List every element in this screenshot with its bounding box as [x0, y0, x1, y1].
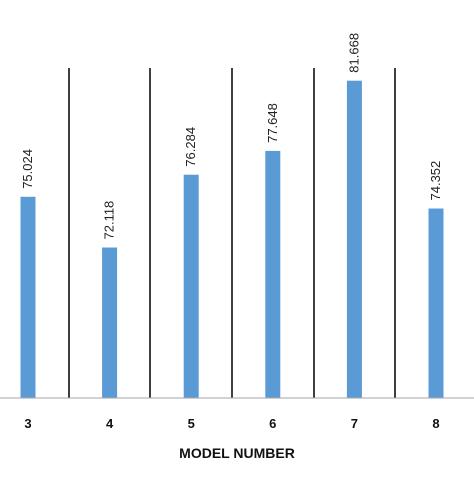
- data-label-model-3: 75.024: [20, 149, 35, 189]
- data-label-model-6: 77.648: [265, 103, 280, 143]
- x-tick-label-8: 8: [432, 416, 439, 431]
- data-label-model-8: 74.352: [428, 161, 443, 201]
- bar-model-3: [20, 196, 36, 398]
- bars-group: [20, 80, 444, 398]
- x-tick-label-4: 4: [106, 416, 114, 431]
- category-separators: [68, 68, 396, 398]
- data-label-model-4: 72.118: [102, 201, 117, 240]
- x-axis-title: MODEL NUMBER: [179, 445, 295, 461]
- x-tick-label-6: 6: [269, 416, 276, 431]
- data-label-model-5: 76.284: [183, 127, 198, 167]
- x-tick-label-7: 7: [351, 416, 358, 431]
- bar-model-5: [183, 174, 199, 398]
- x-tick-label-3: 3: [24, 416, 31, 431]
- data-labels-group: 75.024 72.118 76.284 77.648 81.668 74.352: [20, 33, 443, 240]
- bar-model-4: [102, 247, 118, 398]
- data-label-model-7: 81.668: [346, 33, 361, 73]
- bar-model-8: [428, 208, 444, 398]
- x-tick-labels: 3 4 5 6 7 8: [24, 416, 439, 431]
- bar-model-6: [265, 150, 281, 398]
- x-tick-label-5: 5: [188, 416, 195, 431]
- bar-model-7: [346, 80, 362, 398]
